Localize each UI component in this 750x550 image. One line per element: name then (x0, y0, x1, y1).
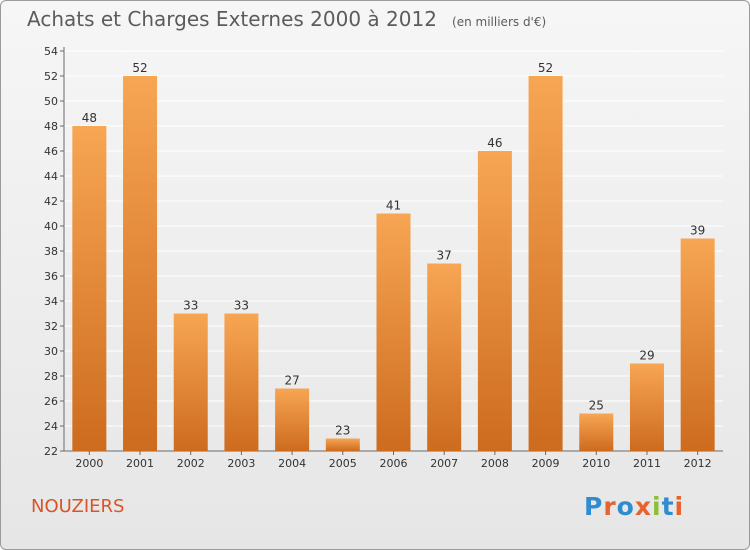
x-tick-label: 2005 (329, 457, 357, 470)
y-tick-label: 34 (44, 295, 58, 308)
x-tick-label: 2012 (684, 457, 712, 470)
logo-letter: i (674, 492, 685, 521)
bar-2002 (173, 313, 208, 451)
bar-2012 (680, 238, 715, 451)
logo-letter: i (652, 492, 662, 521)
bar-2009 (528, 76, 563, 451)
data-label: 52 (538, 61, 553, 75)
chart-title: Achats et Charges Externes 2000 à 2012 (27, 7, 437, 31)
x-tick-label: 2002 (177, 457, 205, 470)
title-row: Achats et Charges Externes 2000 à 2012 (… (27, 7, 546, 31)
data-label: 48 (82, 111, 97, 125)
data-label: 27 (284, 374, 299, 388)
logo-letter: x (634, 492, 652, 521)
proxiti-logo: Proxiti (584, 492, 684, 521)
data-label: 25 (589, 399, 604, 413)
bar-2005 (325, 438, 360, 451)
x-tick-label: 2009 (532, 457, 560, 470)
y-tick-label: 32 (44, 320, 58, 333)
data-label: 33 (234, 299, 249, 313)
y-tick-label: 30 (44, 345, 58, 358)
x-tick-label: 2010 (582, 457, 610, 470)
bar-2006 (376, 213, 411, 451)
x-tick-label: 2006 (380, 457, 408, 470)
logo-letter: o (616, 492, 635, 521)
y-tick-label: 22 (44, 445, 58, 458)
y-tick-label: 40 (44, 220, 58, 233)
y-tick-label: 36 (44, 270, 58, 283)
place-name: NOUZIERS (31, 496, 125, 517)
y-tick-label: 54 (44, 45, 58, 58)
bar-2000 (72, 126, 107, 451)
data-label: 41 (386, 199, 401, 213)
data-label: 46 (487, 136, 502, 150)
data-label: 23 (335, 424, 350, 438)
bar-2007 (427, 263, 462, 451)
chart-subtitle: (en milliers d'€) (452, 15, 547, 29)
y-tick-label: 42 (44, 195, 58, 208)
data-label: 39 (690, 224, 705, 238)
y-tick-label: 52 (44, 70, 58, 83)
data-label: 52 (132, 61, 147, 75)
bar-2003 (224, 313, 259, 451)
y-tick-label: 44 (44, 170, 58, 183)
y-tick-label: 28 (44, 370, 58, 383)
y-tick-label: 24 (44, 420, 58, 433)
logo-letter: r (603, 492, 617, 521)
data-label: 33 (183, 299, 198, 313)
y-tick-label: 46 (44, 145, 58, 158)
data-label: 37 (437, 249, 452, 263)
bar-2011 (629, 363, 664, 451)
bar-2004 (275, 388, 310, 451)
labels: 22 24 26 28 30 32 34 36 38 40 42 44 46 48 50 52 54 48 2000… (44, 45, 712, 470)
logo-letter: t (661, 492, 675, 521)
bar-2008 (477, 151, 512, 451)
y-tick-label: 26 (44, 395, 58, 408)
x-tick-label: 2008 (481, 457, 509, 470)
x-tick-label: 2007 (430, 457, 458, 470)
y-tick-label: 50 (44, 95, 58, 108)
y-tick-label: 48 (44, 120, 58, 133)
bar-2001 (123, 76, 158, 451)
x-tick-label: 2003 (227, 457, 255, 470)
x-tick-label: 2000 (75, 457, 103, 470)
bars (72, 76, 715, 451)
data-label: 29 (639, 349, 654, 363)
x-tick-label: 2001 (126, 457, 154, 470)
y-tick-label: 38 (44, 245, 58, 258)
logo-letter: P (584, 492, 604, 521)
x-tick-label: 2011 (633, 457, 661, 470)
x-tick-label: 2004 (278, 457, 306, 470)
bar-2010 (579, 413, 614, 451)
